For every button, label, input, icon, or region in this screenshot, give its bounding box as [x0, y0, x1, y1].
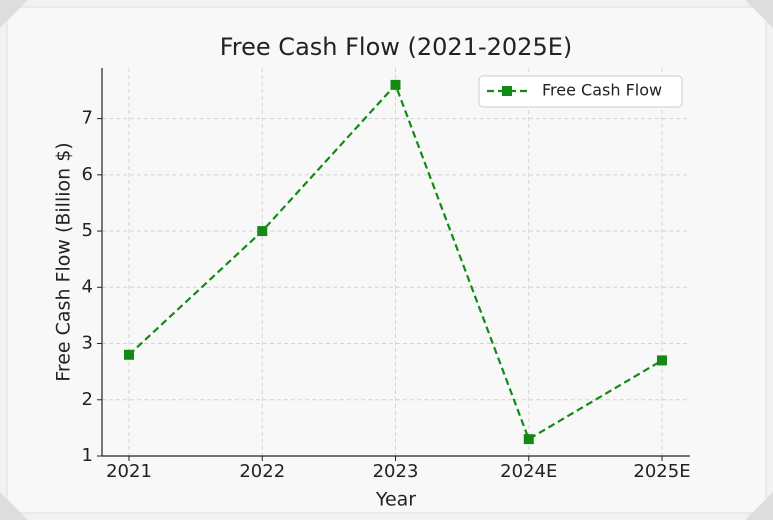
- y-tick-label: 1: [82, 445, 93, 466]
- x-tick-label: 2022: [239, 461, 285, 482]
- y-tick-label: 4: [82, 276, 93, 297]
- corner: [745, 492, 773, 520]
- legend-label: Free Cash Flow: [542, 81, 662, 100]
- x-tick-label: 2023: [373, 461, 419, 482]
- corner: [0, 0, 28, 28]
- y-tick-label: 7: [82, 108, 93, 129]
- corner: [745, 0, 773, 28]
- x-tick-label: 2021: [106, 461, 152, 482]
- marker: [124, 349, 134, 360]
- y-tick-label: 5: [82, 220, 93, 241]
- marker: [657, 355, 667, 366]
- x-tick-label: 2024E: [500, 461, 557, 482]
- y-axis-label: Free Cash Flow (Billion $): [53, 142, 75, 381]
- y-tick-label: 3: [82, 333, 93, 354]
- marker: [257, 226, 268, 237]
- marker: [390, 79, 401, 90]
- legend-marker: [502, 86, 512, 96]
- x-tick-label: 2025E: [633, 461, 690, 482]
- chart-title: Free Cash Flow (2021-2025E): [220, 33, 573, 61]
- corner: [0, 492, 28, 520]
- marker: [523, 434, 534, 445]
- x-axis-label: Year: [375, 489, 416, 511]
- legend-box: [478, 75, 683, 108]
- y-tick-label: 6: [82, 164, 93, 185]
- y-tick-label: 2: [82, 389, 93, 410]
